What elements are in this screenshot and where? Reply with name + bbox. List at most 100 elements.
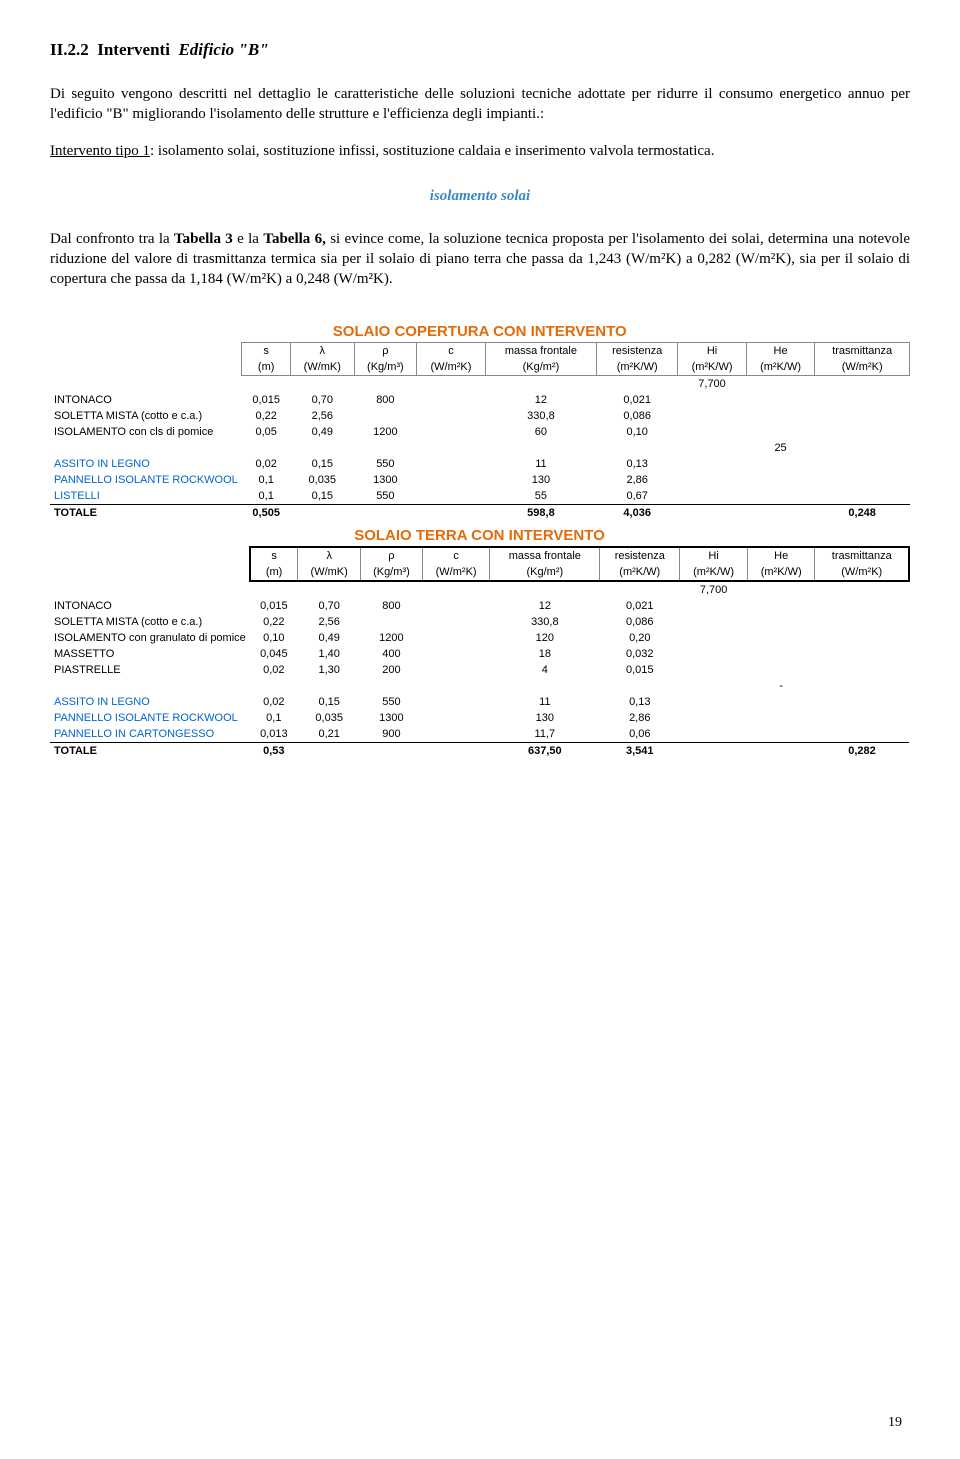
- cell: 330,8: [485, 408, 596, 424]
- he-value: -: [747, 678, 815, 694]
- cell: 0,70: [298, 598, 361, 614]
- cell: 0,70: [291, 392, 354, 408]
- col-unit: (W/mK): [298, 564, 361, 581]
- cell: 4: [490, 662, 600, 678]
- cell: 0,22: [250, 614, 298, 630]
- cell: 130: [485, 472, 596, 488]
- cell: [746, 392, 815, 408]
- cell: 0,13: [600, 694, 680, 710]
- row-label: ASSITO IN LEGNO: [50, 456, 242, 472]
- page-number: 19: [888, 1415, 902, 1431]
- cell: 0,53: [250, 743, 298, 760]
- cell: [680, 710, 748, 726]
- he-value: 25: [746, 440, 815, 456]
- col-header: λ: [298, 547, 361, 564]
- cell: [815, 694, 909, 710]
- cell: 4,036: [597, 505, 678, 522]
- cell: [354, 376, 417, 393]
- cell: [815, 630, 909, 646]
- row-label: LISTELLI: [50, 488, 242, 505]
- row-label: SOLETTA MISTA (cotto e c.a.): [50, 614, 250, 630]
- cell: [746, 408, 815, 424]
- cell: 55: [485, 488, 596, 505]
- col-header: [50, 343, 242, 360]
- col-unit: (W/m²K): [815, 564, 909, 581]
- trasmittanza-total: 0,282: [815, 743, 909, 760]
- col-unit: (m²K/W): [680, 564, 748, 581]
- cell: [242, 440, 291, 456]
- cell: 0,15: [291, 488, 354, 505]
- col-unit: (m²K/W): [678, 359, 747, 376]
- cell: [815, 392, 910, 408]
- col-unit: (m²K/W): [746, 359, 815, 376]
- cell: [815, 662, 909, 678]
- cell: [680, 646, 748, 662]
- cell: [422, 662, 490, 678]
- cell: 900: [361, 726, 423, 743]
- cell: [354, 440, 417, 456]
- cell: [746, 488, 815, 505]
- cell: 550: [354, 488, 417, 505]
- row-label: [50, 678, 250, 694]
- cell: [815, 646, 909, 662]
- cell: 0,035: [291, 472, 354, 488]
- cell: [747, 662, 815, 678]
- cell: 0,02: [250, 694, 298, 710]
- cell: [747, 581, 815, 598]
- col-header: ρ: [354, 343, 417, 360]
- col-unit: (Kg/m²): [490, 564, 600, 581]
- row-label: PIASTRELLE: [50, 662, 250, 678]
- table-row: INTONACO0,0150,70800120,021: [50, 598, 909, 614]
- cell: 0,21: [298, 726, 361, 743]
- cell: 0,49: [291, 424, 354, 440]
- col-header: He: [746, 343, 815, 360]
- cell: [250, 678, 298, 694]
- paragraph-2: Dal confronto tra la Tabella 3 e la Tabe…: [50, 229, 910, 290]
- table-row: ISOLAMENTO con granulato di pomice0,100,…: [50, 630, 909, 646]
- section-title: II.2.2 Interventi Edificio "B": [50, 40, 910, 60]
- table-row: INTONACO0,0150,70800120,021: [50, 392, 910, 408]
- cell: [485, 376, 596, 393]
- cell: 0,10: [597, 424, 678, 440]
- tabella3-ref: Tabella 3: [174, 231, 233, 247]
- row-label: INTONACO: [50, 392, 242, 408]
- cell: [815, 424, 910, 440]
- cell: [680, 598, 748, 614]
- cell: 0,06: [600, 726, 680, 743]
- cell: 3,541: [600, 743, 680, 760]
- totale-label: TOTALE: [50, 743, 250, 760]
- cell: [747, 726, 815, 743]
- cell: 0,10: [250, 630, 298, 646]
- col-header: trasmittanza: [815, 343, 910, 360]
- cell: [747, 694, 815, 710]
- cell: [422, 630, 490, 646]
- trasmittanza-total: 0,248: [815, 505, 910, 522]
- cell: 0,02: [242, 456, 291, 472]
- cell: [747, 710, 815, 726]
- cell: [250, 581, 298, 598]
- isolamento-subtitle: isolamento solai: [50, 188, 910, 205]
- cell: 0,1: [242, 472, 291, 488]
- col-header: Hi: [680, 547, 748, 564]
- cell: 0,49: [298, 630, 361, 646]
- cell: 1200: [354, 424, 417, 440]
- cell: [422, 614, 490, 630]
- row-label: ISOLAMENTO con cls di pomice: [50, 424, 242, 440]
- row-label: PANNELLO ISOLANTE ROCKWOOL: [50, 472, 242, 488]
- tables-container: SOLAIO COPERTURA CON INTERVENTOsλρcmassa…: [50, 321, 910, 759]
- table-title: SOLAIO COPERTURA CON INTERVENTO: [50, 321, 910, 343]
- cell: 1200: [361, 630, 423, 646]
- cell: [417, 472, 486, 488]
- cell: [746, 424, 815, 440]
- cell: [417, 424, 486, 440]
- cell: 2,86: [597, 472, 678, 488]
- col-header: [50, 547, 250, 564]
- cell: [747, 630, 815, 646]
- table-row: PIASTRELLE0,021,3020040,015: [50, 662, 909, 678]
- cell: [746, 472, 815, 488]
- cell: [361, 614, 423, 630]
- col-header: c: [422, 547, 490, 564]
- col-header: massa frontale: [490, 547, 600, 564]
- col-header: Hi: [678, 343, 747, 360]
- cell: [678, 408, 747, 424]
